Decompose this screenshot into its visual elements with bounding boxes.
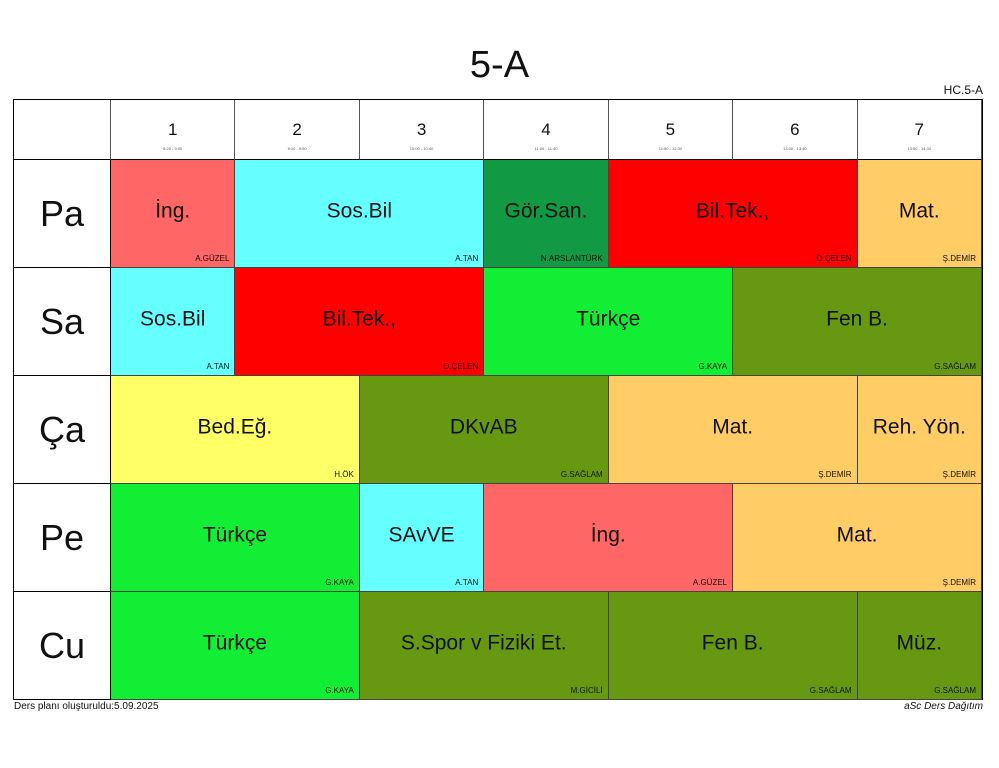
teacher-name: G.SAĞLAM [809,686,852,695]
lesson-name: Türkçe [202,631,268,655]
lesson-name: Mat. [712,415,754,439]
lesson-name: Mat. [836,523,878,547]
lesson-cell[interactable]: DKvAB G.SAĞLAM [359,376,609,484]
class-code: HC.5-A [943,83,983,97]
period-number: 1 [167,120,178,139]
teacher-name: G.SAĞLAM [560,470,603,479]
teacher-name: A.TAN [455,578,479,587]
lesson-name: İng. [590,523,626,547]
lesson-cell[interactable]: Fen B. G.SAĞLAM [608,592,858,700]
period-header-7: 7 13:50 - 14:30 [857,100,982,160]
lesson-cell[interactable]: İng. A.GÜZEL [484,484,734,592]
lesson-name: Fen B. [826,307,888,331]
day-label: Cu [14,592,111,700]
lesson-cell[interactable]: Sos.Bil A.TAN [111,268,236,376]
lesson-name: S.Spor v Fiziki Et. [400,631,567,655]
lesson-name: Sos.Bil [326,199,393,223]
teacher-name: M.GİCİLİ [570,686,603,695]
lesson-name: Reh. Yön. [872,415,966,439]
lesson-name: DKvAB [449,415,518,439]
teacher-name: A.GÜZEL [692,578,728,587]
lesson-name: Gör.San. [504,199,588,223]
period-header-6: 6 13:00 - 13:40 [733,100,858,160]
lesson-cell[interactable]: Bed.Eğ. H.ÖK [111,376,360,484]
period-time: 11:00 - 11:40 [534,146,558,151]
period-number: 4 [541,120,551,139]
teacher-name: G.SAĞLAM [934,686,976,695]
day-label: Pe [14,484,111,592]
period-number: 6 [790,120,800,139]
teacher-name: G.KAYA [698,362,728,371]
teacher-name: Ş.DEMİR [942,578,976,587]
teacher-name: O.ÇELEN [816,254,852,263]
lesson-cell[interactable]: Türkçe G.KAYA [111,592,360,700]
period-time: 13:50 - 14:30 [907,146,932,151]
created-date: Ders planı oluşturuldu:5.09.2025 [14,701,159,712]
lesson-name: Fen B. [701,631,764,655]
teacher-name: A.TAN [455,254,479,263]
period-header-4: 4 11:00 - 11:40 [484,100,609,160]
period-number: 7 [914,120,924,139]
page-title: 5-A [469,44,530,86]
period-number: 2 [292,120,302,139]
lesson-cell[interactable]: Türkçe G.KAYA [111,484,360,592]
day-label: Sa [14,268,111,376]
teacher-name: H.ÖK [334,470,354,479]
lesson-name: Mat. [898,199,940,223]
corner-cell [14,100,111,160]
lesson-name: Bil.Tek., [322,307,397,331]
lesson-cell[interactable]: Türkçe G.KAYA [484,268,734,376]
lesson-name: İng. [155,199,191,223]
period-number: 5 [665,120,676,139]
timetable-grid: 1 8:20 - 9:00 2 9:10 - 9:50 3 10:00 - 10:40 4 1… [13,99,983,700]
teacher-name: Ş.DEMİR [942,254,976,263]
lesson-cell[interactable]: SAvVE A.TAN [359,484,485,592]
lesson-cell[interactable]: Mat. Ş.DEMİR [733,484,982,592]
lesson-cell[interactable]: Fen B. G.SAĞLAM [733,268,982,376]
lesson-name: Türkçe [202,523,268,547]
teacher-name: G.KAYA [325,686,354,695]
period-time: 11:50 - 12:30 [658,146,683,151]
lesson-cell[interactable]: Reh. Yön. Ş.DEMİR [857,376,982,484]
lesson-cell[interactable]: Müz. G.SAĞLAM [857,592,982,700]
period-header-1: 1 8:20 - 9:00 [111,100,236,160]
period-header-5: 5 11:50 - 12:30 [608,100,734,160]
software-name: aSc Ders Dağıtım [904,701,983,712]
period-time: 13:00 - 13:40 [783,146,807,151]
period-time: 8:20 - 9:00 [163,146,183,151]
lesson-cell[interactable]: Mat. Ş.DEMİR [857,160,982,268]
teacher-name: G.SAĞLAM [934,362,976,371]
lesson-name: Bed.Eğ. [197,415,273,439]
lesson-cell[interactable]: Bil.Tek., O.ÇELEN [235,268,485,376]
teacher-name: A.GÜZEL [195,254,230,263]
period-time: 10:00 - 10:40 [409,146,434,151]
lesson-cell[interactable]: Bil.Tek., O.ÇELEN [608,160,858,268]
lesson-cell[interactable]: S.Spor v Fiziki Et. M.GİCİLİ [359,592,609,700]
teacher-name: Ş.DEMİR [942,470,976,479]
period-time: 9:10 - 9:50 [287,146,307,151]
period-header-3: 3 10:00 - 10:40 [359,100,485,160]
teacher-name: O.ÇELEN [443,362,479,371]
lesson-cell[interactable]: İng. A.GÜZEL [111,160,236,268]
lesson-name: Bil.Tek., [695,199,770,223]
teacher-name: N.ARSLANTÜRK [540,254,603,263]
period-number: 3 [416,120,427,139]
day-label: Ça [14,376,111,484]
lesson-name: Müz. [896,631,943,655]
lesson-name: Sos.Bil [140,307,206,331]
teacher-name: Ş.DEMİR [818,470,852,479]
lesson-name: SAvVE [388,523,455,547]
period-header-2: 2 9:10 - 9:50 [235,100,360,160]
lesson-cell[interactable]: Gör.San. N.ARSLANTÜRK [484,160,609,268]
lesson-name: Türkçe [576,307,641,331]
day-label: Pa [14,160,111,268]
teacher-name: A.TAN [206,362,230,371]
lesson-cell[interactable]: Sos.Bil A.TAN [235,160,485,268]
teacher-name: G.KAYA [325,578,354,587]
lesson-cell[interactable]: Mat. Ş.DEMİR [608,376,858,484]
